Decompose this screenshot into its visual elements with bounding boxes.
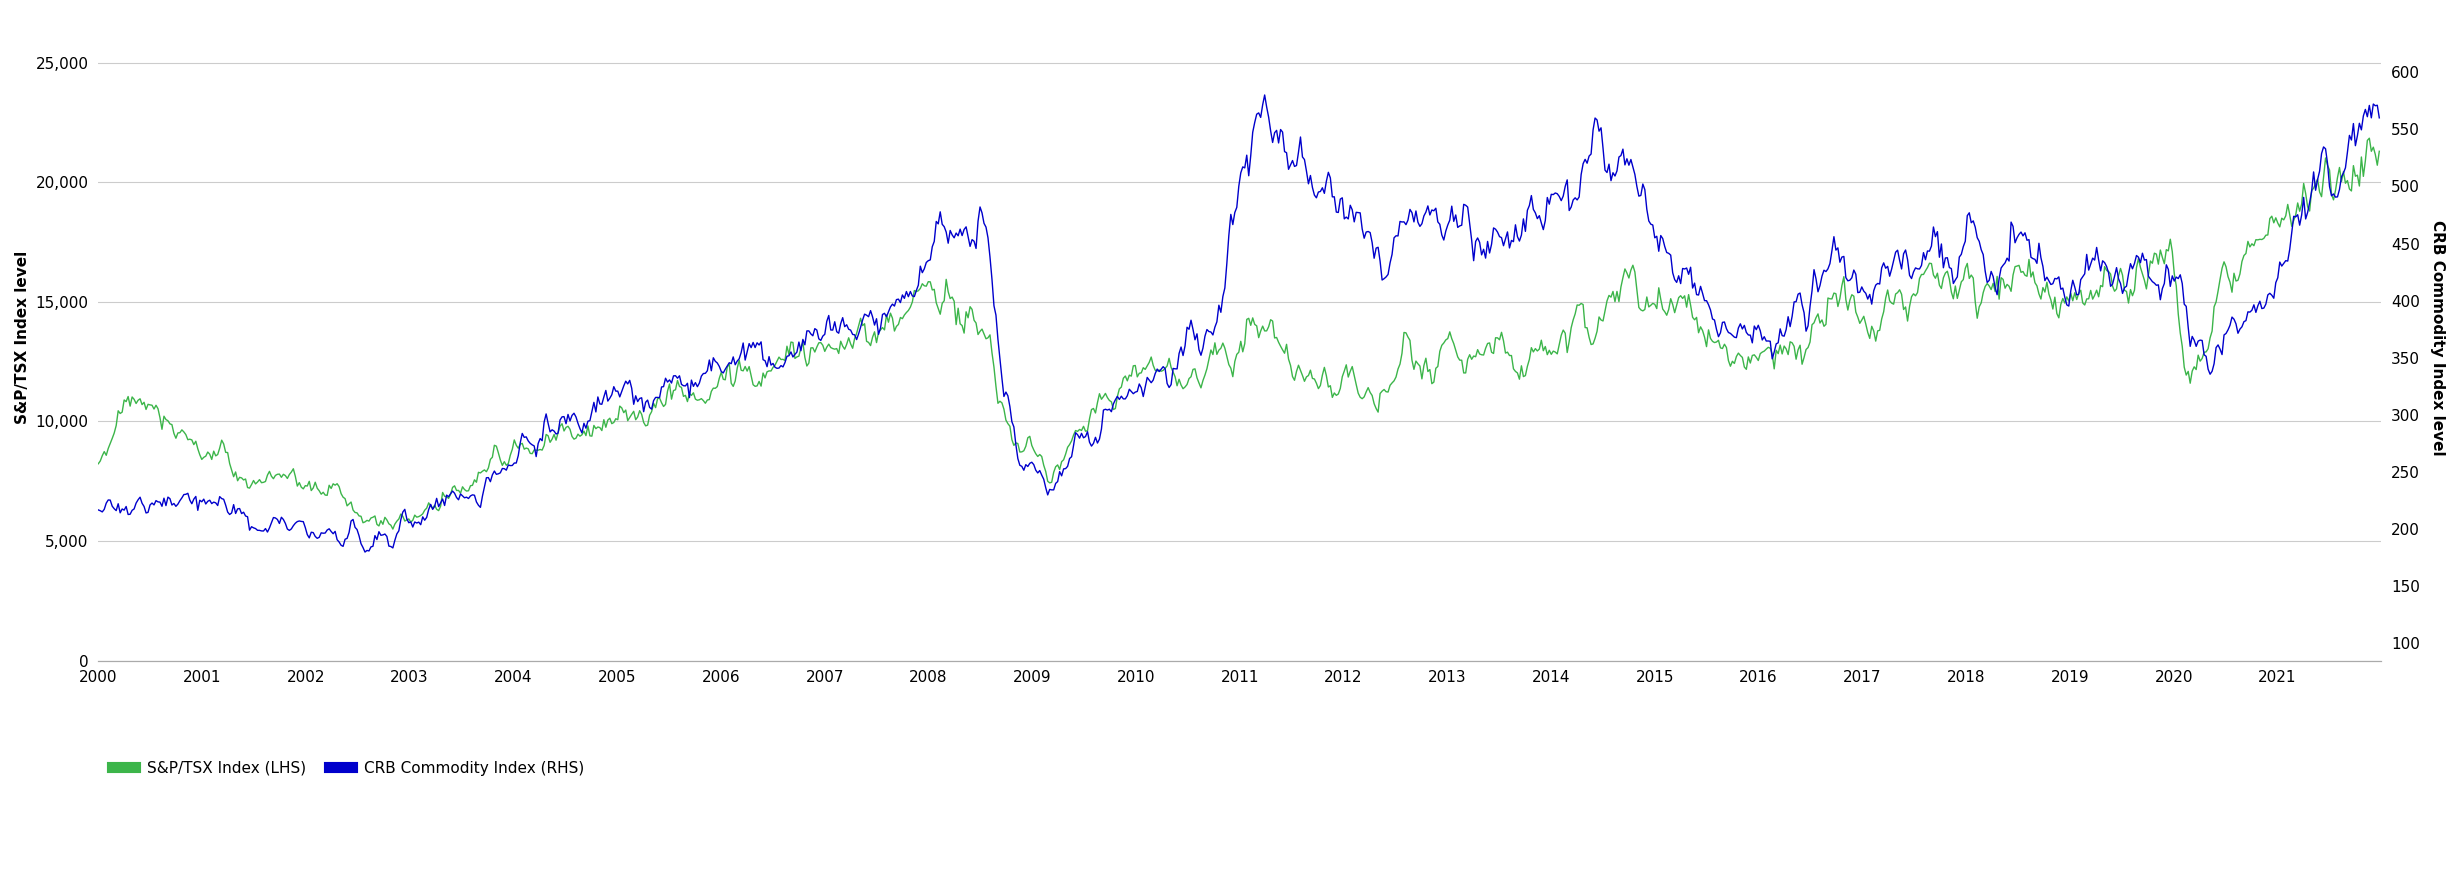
Legend: S&P/TSX Index (LHS), CRB Commodity Index (RHS): S&P/TSX Index (LHS), CRB Commodity Index… bbox=[106, 755, 590, 782]
Y-axis label: S&P/TSX Index level: S&P/TSX Index level bbox=[15, 251, 30, 425]
Y-axis label: CRB Commodity Index level: CRB Commodity Index level bbox=[2430, 220, 2445, 455]
